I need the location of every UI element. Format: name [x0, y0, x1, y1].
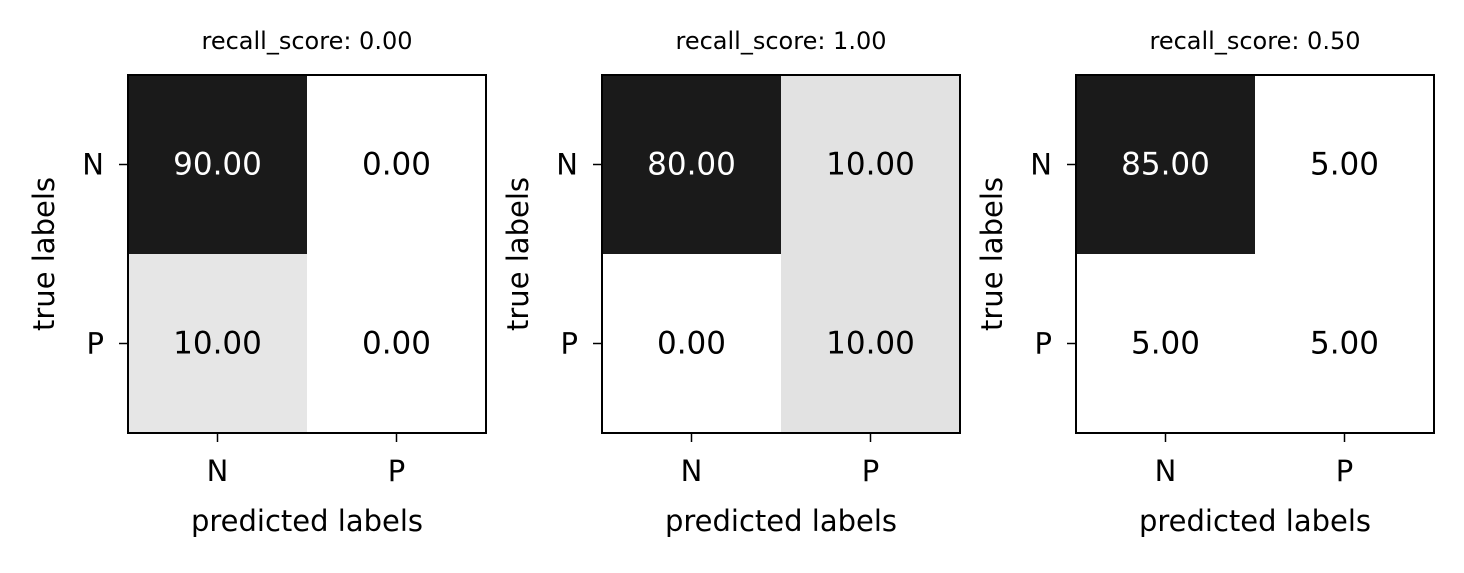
x-tick-label: P	[862, 454, 880, 488]
cell-value-label: 0.00	[362, 147, 431, 183]
x-tick-label: P	[1336, 454, 1354, 488]
x-tick-label: N	[681, 454, 703, 488]
x-tick-label: N	[1155, 454, 1177, 488]
cell-value-label: 10.00	[826, 326, 915, 362]
y-axis-label: true labels	[501, 177, 535, 331]
matrix-cell	[1076, 75, 1255, 254]
matrix-cell	[1255, 254, 1434, 433]
matrix-cell	[602, 254, 781, 433]
axes-frame	[1075, 74, 1435, 434]
axes-frame	[601, 74, 961, 434]
x-tick-label: N	[207, 454, 229, 488]
matrix-cell	[781, 254, 960, 433]
cell-value-label: 85.00	[1121, 147, 1210, 183]
x-axis-label: predicted labels	[1139, 504, 1371, 538]
y-tick-label: N	[556, 148, 578, 182]
matrix-cell	[1076, 254, 1255, 433]
cell-value-label: 90.00	[173, 147, 262, 183]
cell-value-label: 5.00	[1310, 147, 1379, 183]
matrix-cell	[128, 75, 307, 254]
y-tick-label: N	[82, 148, 104, 182]
cell-value-label: 0.00	[657, 326, 726, 362]
cell-value-label: 5.00	[1310, 326, 1379, 362]
x-tick-label: P	[388, 454, 406, 488]
panel-title: recall_score: 0.50	[1150, 27, 1361, 55]
matrix-cell	[128, 254, 307, 433]
matrix-cell	[602, 75, 781, 254]
y-tick-label: P	[87, 327, 105, 361]
confusion-matrix-panel-3: 85.00 5.00 5.00 5.00 recall_score: 0.50 N P N Pp…	[975, 27, 1435, 538]
y-axis-label: true labels	[27, 177, 61, 331]
matrix-cell	[781, 75, 960, 254]
axes-frame	[127, 74, 487, 434]
panel-title: recall_score: 1.00	[676, 27, 887, 55]
cell-value-label: 80.00	[647, 147, 736, 183]
y-axis-label: true labels	[975, 177, 1009, 331]
confusion-matrix-panel-1: 90.00 0.00 10.00 0.00 recall_score: 0.00 N P N P…	[27, 27, 487, 538]
y-tick-label: P	[561, 327, 579, 361]
cell-value-label: 5.00	[1131, 326, 1200, 362]
cell-value-label: 0.00	[362, 326, 431, 362]
confusion-matrix-panel-2: 80.00 10.00 0.00 10.00 recall_score: 1.00 N P N…	[501, 27, 961, 538]
cell-value-label: 10.00	[826, 147, 915, 183]
matrix-cell	[1255, 75, 1434, 254]
matrix-cell	[307, 254, 486, 433]
y-tick-label: P	[1035, 327, 1053, 361]
x-axis-label: predicted labels	[191, 504, 423, 538]
panel-title: recall_score: 0.00	[202, 27, 413, 55]
cell-value-label: 10.00	[173, 326, 262, 362]
matrix-cell	[307, 75, 486, 254]
x-axis-label: predicted labels	[665, 504, 897, 538]
y-tick-label: N	[1030, 148, 1052, 182]
